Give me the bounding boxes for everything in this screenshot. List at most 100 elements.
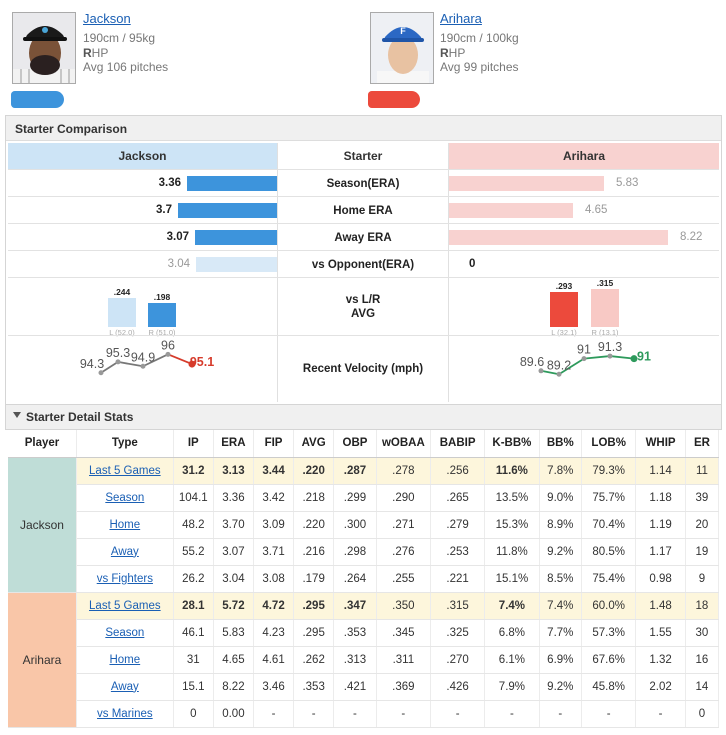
split-type-link[interactable]: vs Fighters [96, 572, 153, 585]
velocity-value: 96 [161, 338, 175, 352]
stat-cell: 75.4% [581, 565, 637, 593]
left-bar [187, 176, 277, 191]
stat-cell: 11.6% [484, 457, 540, 485]
player-name-link-arihara[interactable]: Arihara [440, 11, 482, 26]
detail-title: Starter Detail Stats [26, 410, 134, 424]
comparison-title: Starter Comparison [15, 122, 128, 136]
player-name-link-jackson[interactable]: Jackson [83, 11, 131, 26]
column-header[interactable]: BB% [539, 430, 583, 458]
type-cell: Last 5 Games [76, 592, 174, 620]
split-type-link[interactable]: Last 5 Games [89, 599, 161, 612]
stat-cell: - [293, 700, 335, 728]
column-header[interactable]: BABIP [430, 430, 486, 458]
split-type-link[interactable]: Home [109, 518, 141, 531]
player-group-cell: Jackson [8, 457, 77, 593]
stat-cell: .255 [376, 565, 431, 593]
stat-cell: .295 [293, 592, 335, 620]
stat-cell: .298 [333, 538, 377, 566]
detail-title-bar[interactable] [5, 404, 722, 430]
player-photo-arihara: F [370, 12, 434, 84]
stat-cell: .218 [293, 484, 335, 512]
column-header[interactable]: Player [8, 430, 77, 458]
stat-cell: 9.0% [539, 484, 583, 512]
detail-stats-table: Player Type IP ERA FIP AVG OBP wOBAA BABIP K-BB% B… [8, 430, 720, 728]
velocity-segment [583, 355, 611, 360]
comparison-row-label: vs Opponent(ERA) [311, 258, 415, 271]
right-value: 5.83 [616, 177, 639, 189]
stat-cell: .347 [333, 592, 377, 620]
team-color-bar-jackson [11, 91, 64, 108]
table-row: Home 48.2 3.70 3.09.220.300.271.279 15.3% 8.9… [8, 511, 720, 539]
split-type-link[interactable]: Season [105, 626, 145, 639]
split-type-link[interactable]: Season [105, 491, 145, 504]
column-header[interactable]: FIP [253, 430, 295, 458]
velocity-value: 94.9 [131, 350, 155, 364]
stat-cell: .311 [376, 646, 431, 674]
velocity-point [607, 353, 613, 359]
stat-cell: 16 [685, 646, 720, 674]
column-header[interactable]: WHIP [635, 430, 686, 458]
stat-cell: 0.98 [635, 565, 686, 593]
comparison-row-label: Away ERA [334, 231, 392, 244]
throwing-hand: RHP [83, 45, 109, 60]
stat-cell: .220 [293, 457, 335, 485]
r-bar-value: .315 [596, 278, 614, 288]
left-bar [196, 257, 277, 272]
split-type-link[interactable]: vs Marines [97, 707, 153, 720]
comparison-row-label: Season(ERA) [326, 177, 400, 190]
column-header[interactable]: wOBAA [376, 430, 431, 458]
split-type-link[interactable]: Away [110, 680, 139, 693]
split-type-link[interactable]: Away [110, 545, 139, 558]
player-info-arihara: 190cm / 100kg RHP Avg 99 pitches [440, 31, 519, 75]
split-type-link[interactable]: Last 5 Games [89, 464, 161, 477]
stat-cell: 1.19 [635, 511, 686, 539]
split-type-link[interactable]: Home [109, 653, 141, 666]
r-bar-label: R (13.1) [591, 328, 619, 337]
player-info-jackson: 190cm / 95kg RHP Avg 106 pitches [83, 31, 168, 75]
stat-cell: .287 [333, 457, 377, 485]
type-cell: Away [76, 673, 174, 701]
stat-cell: 9 [685, 565, 720, 593]
column-header[interactable]: K-BB% [484, 430, 540, 458]
player-group-cell: Arihara [8, 592, 77, 728]
column-header[interactable]: ERA [213, 430, 254, 458]
stat-cell: .325 [430, 619, 486, 647]
column-header[interactable]: AVG [293, 430, 335, 458]
stat-cell: 1.55 [635, 619, 686, 647]
stat-cell: - [635, 700, 686, 728]
collapse-caret-icon[interactable] [13, 412, 21, 418]
velocity-value: 91.3 [598, 340, 622, 354]
r-bar-value: .198 [153, 292, 171, 302]
stat-cell: 55.2 [173, 538, 214, 566]
stat-cell: .221 [430, 565, 486, 593]
column-header[interactable]: Type [76, 430, 174, 458]
r-bar-label: R (51.0) [148, 328, 176, 337]
velocity-segment [142, 353, 169, 368]
stat-cell: 3.71 [253, 538, 295, 566]
avg-pitches: Avg 106 pitches [83, 60, 169, 74]
stat-cell: 3.09 [253, 511, 295, 539]
stat-cell: 14 [685, 673, 720, 701]
stat-cell: 15.1 [173, 673, 214, 701]
stat-cell: 28.1 [173, 592, 214, 620]
stat-cell: 7.4% [539, 592, 583, 620]
type-cell: Last 5 Games [76, 457, 174, 485]
stat-cell: 6.8% [484, 619, 540, 647]
column-header[interactable]: ER [685, 430, 720, 458]
type-cell: vs Marines [76, 700, 174, 728]
right-value: 8.22 [680, 231, 703, 243]
column-header[interactable]: LOB% [581, 430, 637, 458]
velocity-segment [540, 369, 560, 376]
stat-cell: 4.61 [253, 646, 295, 674]
svg-text:F: F [400, 26, 406, 36]
right-bar [449, 176, 604, 191]
height-weight: 190cm / 95kg [83, 31, 156, 45]
column-header[interactable]: OBP [333, 430, 377, 458]
stat-cell: 60.0% [581, 592, 637, 620]
stat-cell: 3.13 [213, 457, 254, 485]
stat-cell: 30 [685, 619, 720, 647]
stat-cell: 80.5% [581, 538, 637, 566]
stat-cell: .220 [293, 511, 335, 539]
column-header[interactable]: IP [173, 430, 214, 458]
table-row: Away 55.2 3.07 3.71.216.298.276.253 11.8% 9.2… [8, 538, 720, 566]
